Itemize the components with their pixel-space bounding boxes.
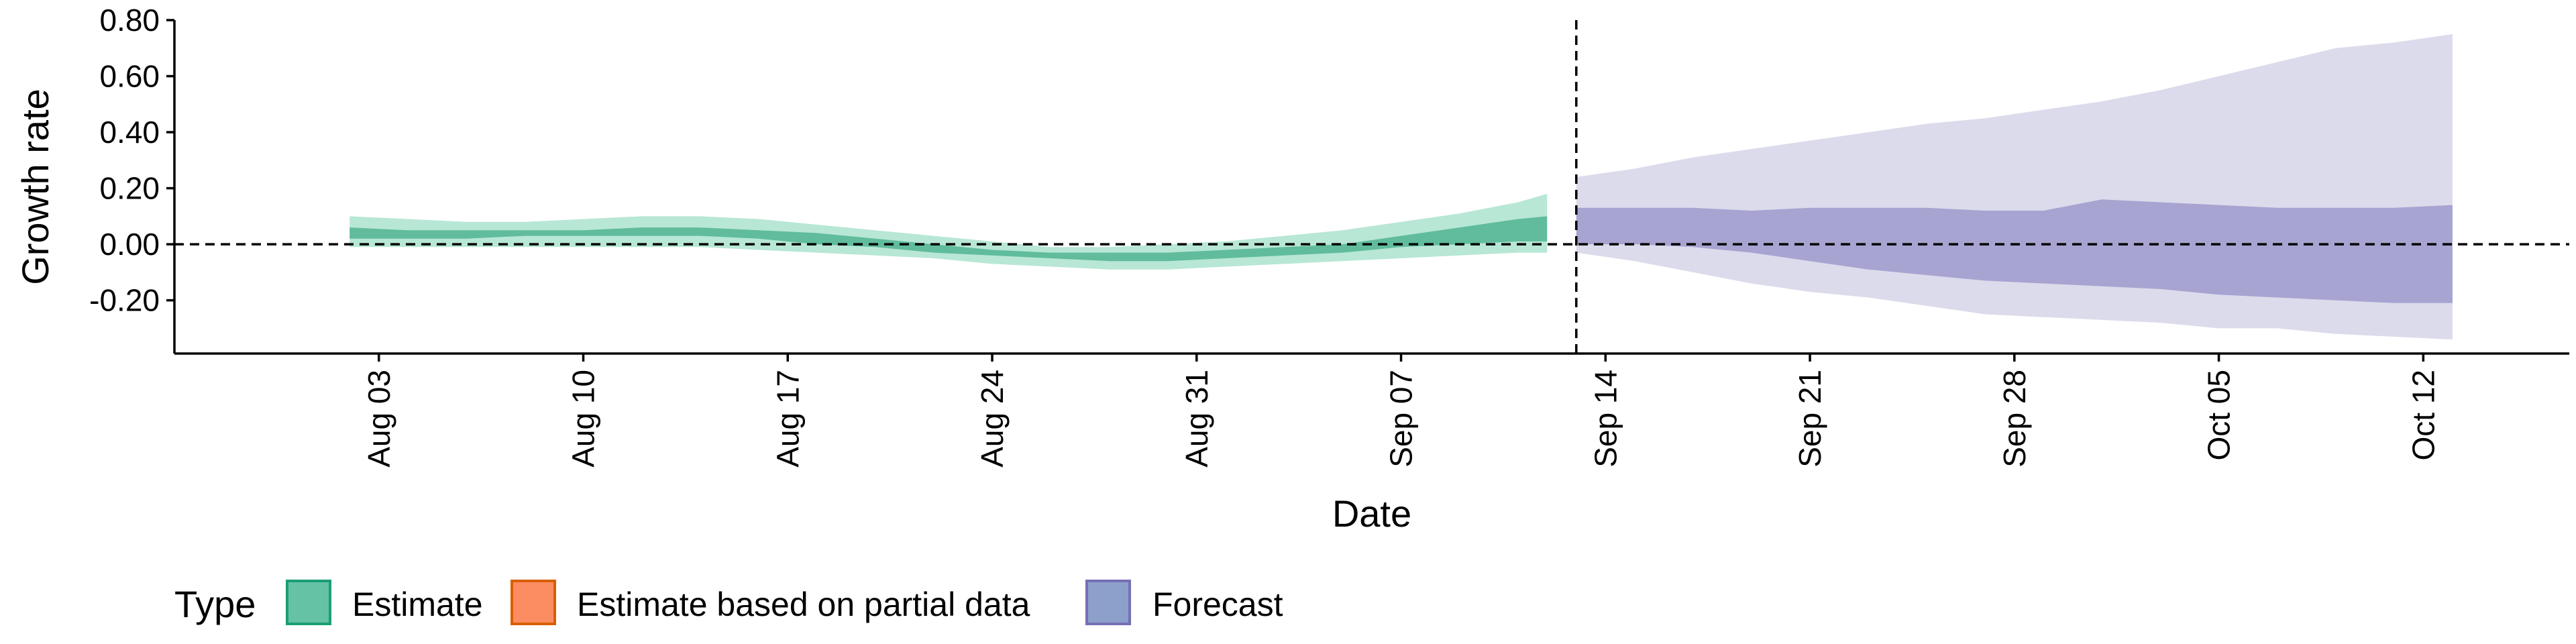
x-tick-label: Sep 14: [1588, 370, 1623, 468]
x-tick-label: Aug 24: [975, 370, 1010, 468]
legend-swatch-estimate: [286, 580, 331, 625]
legend-swatch-estimate-based-on-partial-data: [511, 580, 556, 625]
x-axis-ticks: Aug 03 Aug 10 Aug 17 Aug 24 Aug 31 Sep 07 Sep …: [362, 354, 2440, 468]
legend-swatch-forecast: [1085, 580, 1131, 625]
legend: Type Estimate Estimate based on partial d…: [174, 580, 1283, 625]
estimate-inner-band: [350, 216, 1548, 262]
y-tick-label: 0.20: [99, 171, 160, 206]
y-tick-label: 0.00: [99, 227, 160, 262]
y-tick-label: -0.20: [89, 283, 160, 318]
y-tick-label: 0.60: [99, 59, 160, 94]
y-axis-label: Growth rate: [14, 89, 56, 285]
legend-label-estimate: Estimate: [352, 586, 483, 623]
y-tick-label: 0.80: [99, 3, 160, 38]
x-tick-label: Aug 31: [1179, 370, 1214, 468]
x-tick-label: Sep 07: [1384, 370, 1419, 468]
legend-title: Type: [174, 583, 256, 625]
x-tick-label: Oct 05: [2202, 370, 2237, 461]
x-tick-label: Oct 12: [2406, 370, 2440, 461]
x-axis-label: Date: [1332, 492, 1411, 535]
x-tick-label: Sep 28: [1997, 370, 2032, 468]
legend-label-estimate-based-on-partial-data: Estimate based on partial data: [577, 586, 1030, 623]
forecast-inner-band: [1576, 199, 2453, 303]
y-axis-ticks: -0.20 0.00 0.20 0.40 0.60 0.80: [89, 3, 174, 318]
x-tick-label: Sep 21: [1792, 370, 1827, 468]
uncertainty-bands: [350, 34, 2453, 340]
x-tick-label: Aug 10: [566, 370, 601, 468]
x-tick-label: Aug 17: [770, 370, 805, 468]
x-tick-label: Aug 03: [362, 370, 396, 468]
y-tick-label: 0.40: [99, 115, 160, 150]
reference-lines: [174, 20, 2569, 354]
legend-label-forecast: Forecast: [1152, 586, 1283, 623]
